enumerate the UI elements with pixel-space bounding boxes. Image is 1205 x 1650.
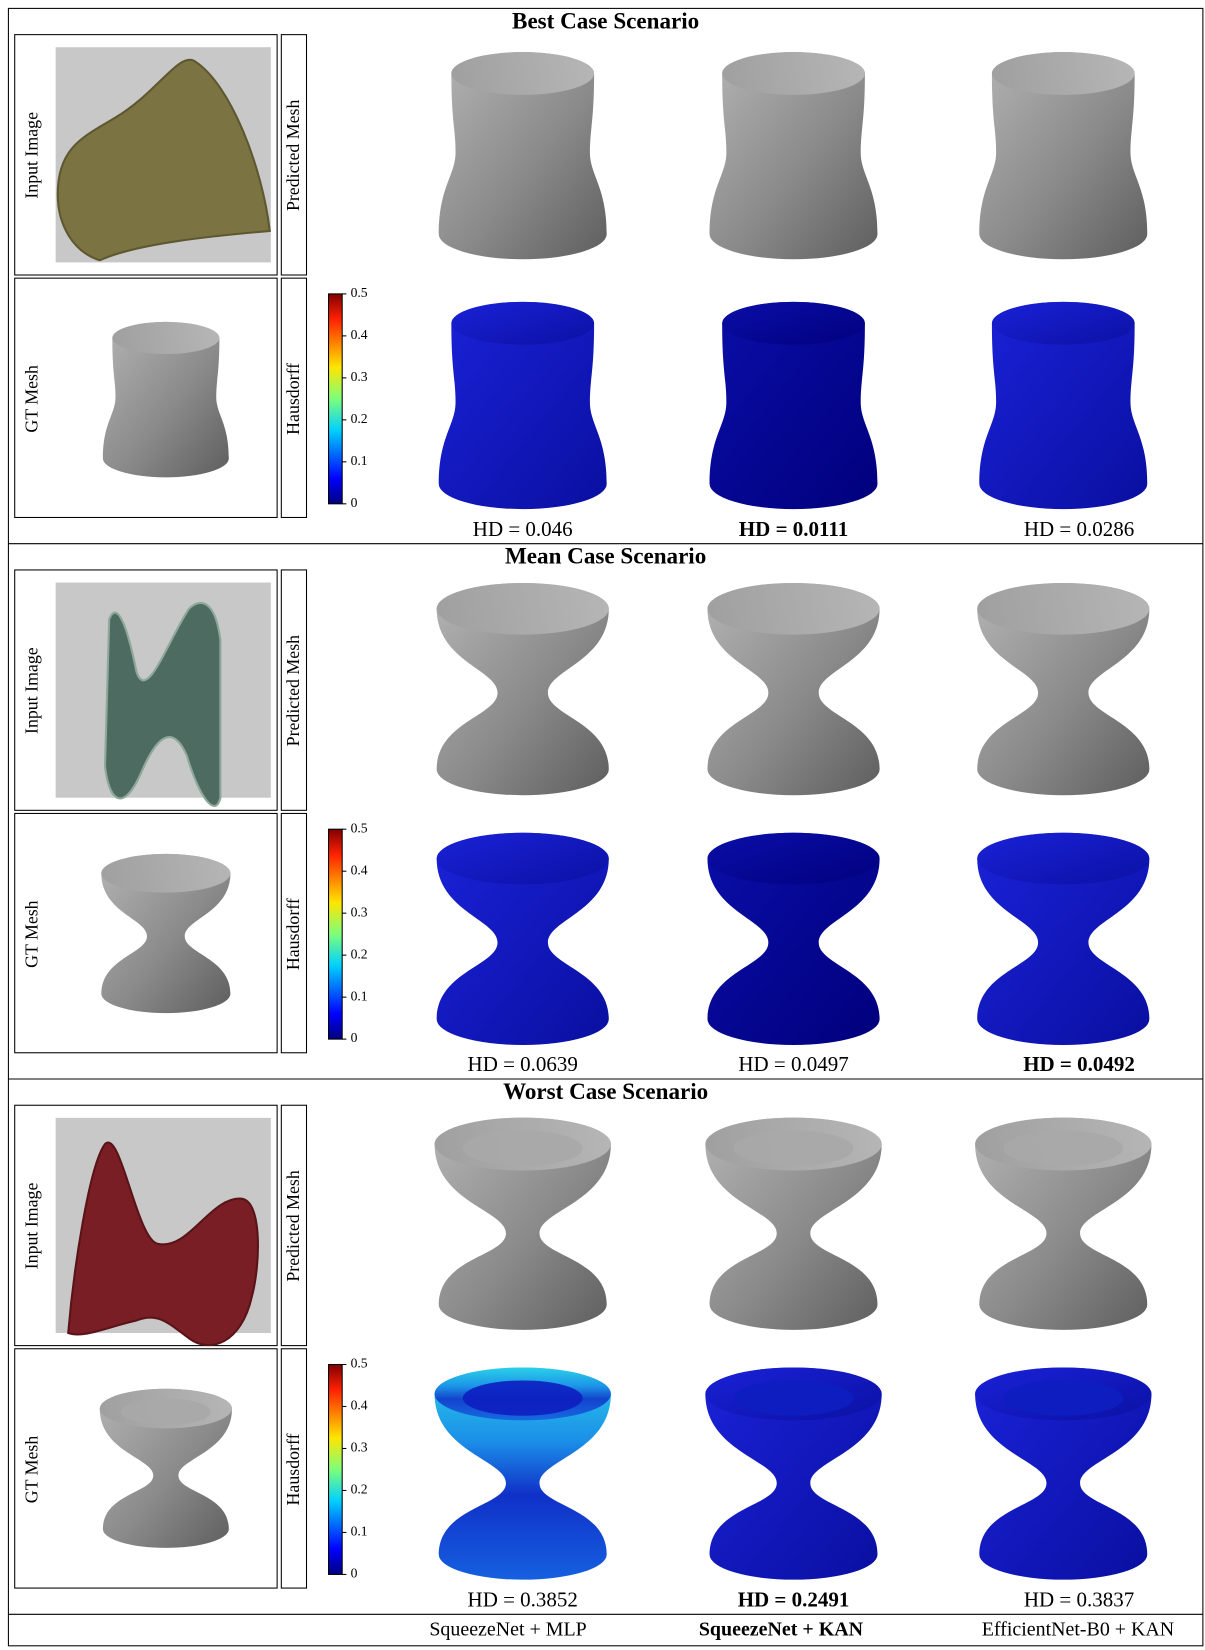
colorbar-tick-label: 0.5: [351, 820, 368, 835]
row-label: GT Mesh: [22, 900, 42, 968]
hd-value: HD = 0.046: [473, 517, 573, 541]
row-label: GT Mesh: [22, 365, 42, 433]
hd-value: HD = 0.2491: [738, 1588, 850, 1612]
error-mesh-inner: [463, 1380, 583, 1415]
row-label: Hausdorff: [283, 1433, 303, 1505]
row-label: Input Image: [22, 1183, 42, 1270]
predicted-mesh-inner: [734, 1131, 854, 1166]
colorbar-tick-label: 0: [351, 1566, 358, 1581]
row-label: Hausdorff: [283, 363, 303, 435]
row-label: GT Mesh: [22, 1436, 42, 1504]
predicted-mesh-top: [437, 583, 609, 635]
gt-box: [15, 1349, 277, 1588]
gt-mesh-inner: [121, 1399, 211, 1425]
error-mesh-top: [992, 302, 1135, 345]
gt-box: [15, 813, 277, 1052]
hd-value: HD = 0.3852: [468, 1588, 578, 1612]
page: { "sections": [ {"title": "Best Case Sce…: [0, 0, 1205, 1650]
colorbar-tick-label: 0.3: [351, 369, 368, 384]
predicted-mesh-top: [707, 583, 879, 635]
predicted-mesh-inner: [1003, 1131, 1123, 1166]
method-label: SqueezeNet + KAN: [699, 1619, 864, 1641]
colorbar: [329, 1365, 343, 1575]
section-title: Mean Case Scenario: [505, 543, 706, 569]
error-mesh-top: [722, 302, 865, 345]
colorbar-tick-label: 0: [351, 1030, 358, 1045]
colorbar-tick-label: 0.5: [351, 285, 368, 300]
gt-mesh-top: [101, 854, 230, 893]
row-label: Predicted Mesh: [283, 1170, 303, 1281]
colorbar-tick-label: 0.4: [351, 1398, 368, 1413]
error-mesh-top: [451, 302, 594, 345]
predicted-mesh-top: [722, 52, 865, 95]
predicted-mesh-top: [451, 52, 594, 95]
error-mesh-top: [707, 833, 879, 885]
section-title: Worst Case Scenario: [503, 1078, 708, 1104]
row-label: Hausdorff: [283, 898, 303, 970]
hd-value: HD = 0.0286: [1024, 517, 1134, 541]
colorbar-tick-label: 0.2: [351, 946, 368, 961]
colorbar-tick-label: 0.2: [351, 411, 368, 426]
hd-value: HD = 0.0639: [468, 1052, 578, 1076]
hd-value: HD = 0.0111: [739, 517, 848, 541]
hd-value: HD = 0.0497: [738, 1052, 848, 1076]
predicted-mesh-inner: [463, 1131, 583, 1166]
section-title: Best Case Scenario: [512, 7, 699, 33]
hd-value: HD = 0.3837: [1024, 1588, 1134, 1612]
colorbar-tick-label: 0.5: [351, 1356, 368, 1371]
colorbar-tick-label: 0.1: [351, 453, 368, 468]
figure: Best Case Scenario Input Image Predicted M…: [0, 0, 1205, 1650]
row-label: Input Image: [22, 647, 42, 734]
row-label: Input Image: [22, 112, 42, 199]
colorbar-tick-label: 0.2: [351, 1482, 368, 1497]
colorbar-tick-label: 0.4: [351, 862, 368, 877]
colorbar: [329, 294, 343, 504]
method-label: EfficientNet-B0 + KAN: [982, 1619, 1174, 1641]
hd-value: HD = 0.0492: [1023, 1052, 1135, 1076]
gt-mesh-top: [112, 322, 219, 354]
colorbar-tick-label: 0.3: [351, 1440, 368, 1455]
row-label: Predicted Mesh: [283, 635, 303, 746]
colorbar-tick-label: 0: [351, 495, 358, 510]
method-label: SqueezeNet + MLP: [429, 1619, 586, 1641]
error-mesh-top: [977, 833, 1149, 885]
row-label: Predicted Mesh: [283, 100, 303, 211]
error-mesh-inner: [1003, 1380, 1123, 1415]
predicted-mesh-top: [977, 583, 1149, 635]
error-mesh-inner: [734, 1380, 854, 1415]
colorbar-tick-label: 0.3: [351, 904, 368, 919]
colorbar-tick-label: 0.1: [351, 1524, 368, 1539]
colorbar-tick-label: 0.1: [351, 988, 368, 1003]
predicted-mesh-top: [992, 52, 1135, 95]
error-mesh-top: [437, 833, 609, 885]
colorbar-tick-label: 0.4: [351, 327, 368, 342]
colorbar: [329, 829, 343, 1039]
